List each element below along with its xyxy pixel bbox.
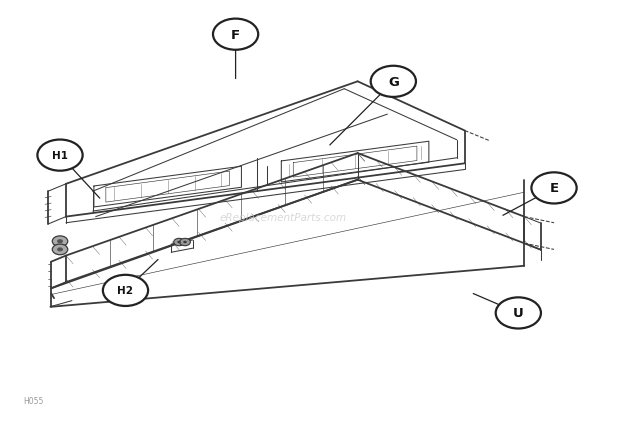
Text: U: U	[513, 307, 524, 320]
Circle shape	[177, 241, 181, 244]
Circle shape	[57, 239, 63, 244]
Circle shape	[103, 275, 148, 306]
Circle shape	[57, 248, 63, 252]
Text: E: E	[549, 182, 559, 195]
Text: G: G	[388, 76, 399, 89]
Circle shape	[52, 236, 68, 247]
Text: H055: H055	[23, 396, 43, 405]
Circle shape	[213, 20, 258, 51]
Text: F: F	[231, 29, 240, 42]
Circle shape	[180, 239, 190, 246]
Text: H2: H2	[117, 286, 133, 296]
Circle shape	[371, 66, 416, 98]
Circle shape	[52, 245, 68, 255]
Circle shape	[496, 298, 541, 329]
Circle shape	[37, 140, 82, 171]
Circle shape	[174, 239, 184, 246]
Circle shape	[184, 241, 187, 244]
Circle shape	[531, 173, 577, 204]
Text: eReplacementParts.com: eReplacementParts.com	[219, 212, 347, 222]
Text: H1: H1	[52, 151, 68, 161]
